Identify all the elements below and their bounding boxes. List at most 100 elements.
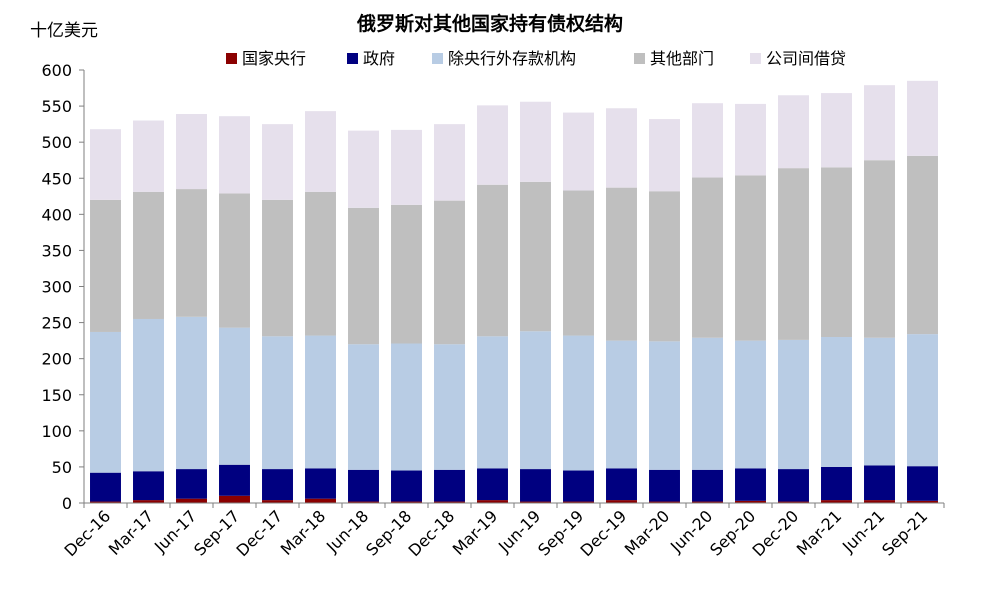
y-tick-label-0: 0 (62, 494, 72, 513)
bar-19-series-0 (907, 500, 938, 503)
bar-16-series-2 (778, 339, 809, 470)
bar-0-series-2 (90, 331, 121, 473)
bar-1-series-0 (133, 500, 164, 503)
y-tick-label-1: 50 (52, 458, 72, 477)
bar-14-series-2 (692, 337, 723, 470)
bar-19-series-1 (907, 466, 938, 501)
bar-13-series-2 (649, 341, 680, 470)
chart-title: 俄罗斯对其他国家持有债权结构 (356, 12, 623, 35)
bar-11-series-1 (563, 470, 594, 502)
y-tick-label-6: 300 (41, 278, 72, 297)
bar-12-series-3 (606, 187, 637, 341)
y-tick-label-7: 350 (41, 241, 72, 260)
legend-swatch-0 (226, 53, 237, 64)
bar-10-series-1 (520, 469, 551, 502)
bar-16-series-4 (778, 95, 809, 169)
bar-12-series-4 (606, 108, 637, 188)
bar-8-series-1 (434, 469, 465, 502)
bar-17-series-0 (821, 500, 852, 503)
bar-9-series-1 (477, 468, 508, 501)
y-tick-label-3: 150 (41, 386, 72, 405)
bar-17-series-3 (821, 167, 852, 338)
x-tick-label-19: Sep-21 (878, 506, 931, 559)
x-tick-label-11: Sep-19 (534, 506, 587, 559)
y-tick-label-12: 600 (41, 61, 72, 80)
legend: 国家央行 政府 除央行外存款机构 其他部门 公司间借贷 (226, 49, 846, 68)
x-tick-label-15: Sep-20 (706, 506, 759, 559)
bar-8-series-3 (434, 200, 465, 345)
bar-11-series-3 (563, 190, 594, 336)
bar-19-series-3 (907, 155, 938, 335)
x-tick-label-7: Sep-18 (362, 506, 415, 559)
bar-3-series-4 (219, 116, 250, 194)
bar-4-series-3 (262, 199, 293, 337)
bar-6-series-1 (348, 469, 379, 502)
bar-12-series-0 (606, 500, 637, 503)
bar-9-series-3 (477, 184, 508, 337)
bar-2-series-1 (176, 469, 207, 499)
bar-18-series-4 (864, 85, 895, 161)
bar-9-series-4 (477, 105, 508, 185)
bar-5-series-0 (305, 498, 336, 503)
bar-13-series-3 (649, 191, 680, 342)
bar-5-series-2 (305, 335, 336, 469)
bar-15-series-1 (735, 468, 766, 501)
bar-3-series-2 (219, 327, 250, 465)
bar-11-series-4 (563, 112, 594, 191)
bar-1-series-2 (133, 318, 164, 472)
bar-14-series-4 (692, 103, 723, 178)
bar-3-series-3 (219, 193, 250, 328)
bar-1-series-3 (133, 191, 164, 319)
bar-7-series-3 (391, 204, 422, 344)
bar-6-series-2 (348, 344, 379, 470)
y-tick-label-5: 250 (41, 314, 72, 333)
bar-19-series-4 (907, 80, 938, 156)
bar-4-series-2 (262, 336, 293, 470)
bar-14-series-1 (692, 469, 723, 502)
bar-4-series-1 (262, 469, 293, 501)
bar-7-series-0 (391, 501, 422, 503)
legend-label-0: 国家央行 (242, 49, 306, 68)
bar-15-series-4 (735, 103, 766, 176)
bar-5-series-1 (305, 468, 336, 499)
bar-2-series-0 (176, 498, 207, 503)
legend-label-1: 政府 (363, 49, 395, 68)
y-tick-label-4: 200 (41, 350, 72, 369)
bar-2-series-3 (176, 189, 207, 317)
bar-7-series-1 (391, 470, 422, 502)
bar-15-series-3 (735, 175, 766, 341)
bar-11-series-2 (563, 335, 594, 471)
legend-swatch-1 (347, 53, 358, 64)
bar-17-series-1 (821, 466, 852, 501)
y-tick-label-2: 100 (41, 422, 72, 441)
bar-18-series-1 (864, 465, 895, 501)
bar-10-series-0 (520, 501, 551, 503)
x-tick-label-16: Dec-20 (749, 506, 803, 560)
bar-10-series-4 (520, 101, 551, 182)
bar-5-series-3 (305, 191, 336, 336)
bar-7-series-2 (391, 343, 422, 471)
x-tick-label-3: Sep-17 (190, 506, 243, 559)
bar-3-series-1 (219, 464, 250, 496)
bar-18-series-0 (864, 500, 895, 503)
bar-0-series-0 (90, 501, 121, 503)
bar-0-series-1 (90, 472, 121, 502)
x-tick-label-1: Mar-17 (105, 506, 158, 559)
x-tick-label-9: Mar-19 (449, 506, 502, 559)
bars (90, 80, 938, 503)
bar-18-series-3 (864, 160, 895, 338)
bar-0-series-3 (90, 199, 121, 332)
bar-3-series-0 (219, 495, 250, 503)
bar-8-series-2 (434, 344, 465, 470)
legend-swatch-4 (750, 53, 761, 64)
bar-7-series-4 (391, 129, 422, 205)
bar-4-series-0 (262, 500, 293, 503)
bar-4-series-4 (262, 124, 293, 200)
x-tick-label-17: Mar-21 (793, 506, 846, 559)
y-tick-label-8: 400 (41, 205, 72, 224)
bar-15-series-0 (735, 500, 766, 503)
bar-16-series-0 (778, 501, 809, 503)
x-tick-label-5: Mar-18 (277, 506, 330, 559)
legend-label-3: 其他部门 (650, 49, 714, 68)
